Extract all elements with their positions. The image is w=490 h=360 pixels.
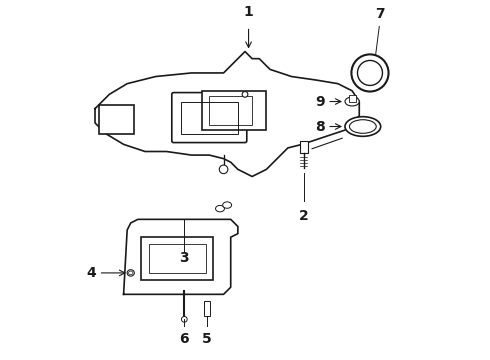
Text: 1: 1 (244, 5, 253, 19)
Bar (148, 244, 206, 273)
Bar (142, 237, 213, 280)
Text: 5: 5 (202, 332, 212, 346)
Ellipse shape (222, 202, 232, 208)
Text: 2: 2 (299, 209, 309, 222)
FancyBboxPatch shape (172, 93, 247, 143)
Ellipse shape (127, 270, 134, 276)
Text: 3: 3 (179, 252, 189, 265)
Text: 4: 4 (87, 266, 97, 280)
Text: 8: 8 (315, 120, 325, 134)
Circle shape (181, 316, 187, 322)
Circle shape (220, 165, 228, 174)
Text: 6: 6 (179, 332, 189, 346)
Ellipse shape (345, 97, 359, 106)
Text: 9: 9 (315, 95, 325, 108)
Polygon shape (123, 219, 238, 294)
Bar (348, 95, 356, 102)
Bar (181, 102, 238, 134)
Circle shape (351, 54, 389, 91)
Bar (299, 141, 308, 153)
Bar (209, 96, 252, 125)
Text: 7: 7 (375, 7, 385, 21)
Bar (98, 105, 134, 134)
Ellipse shape (216, 206, 224, 212)
Ellipse shape (345, 117, 381, 136)
Circle shape (358, 60, 383, 85)
Circle shape (242, 91, 248, 97)
Bar (202, 91, 267, 130)
Bar (204, 301, 210, 316)
